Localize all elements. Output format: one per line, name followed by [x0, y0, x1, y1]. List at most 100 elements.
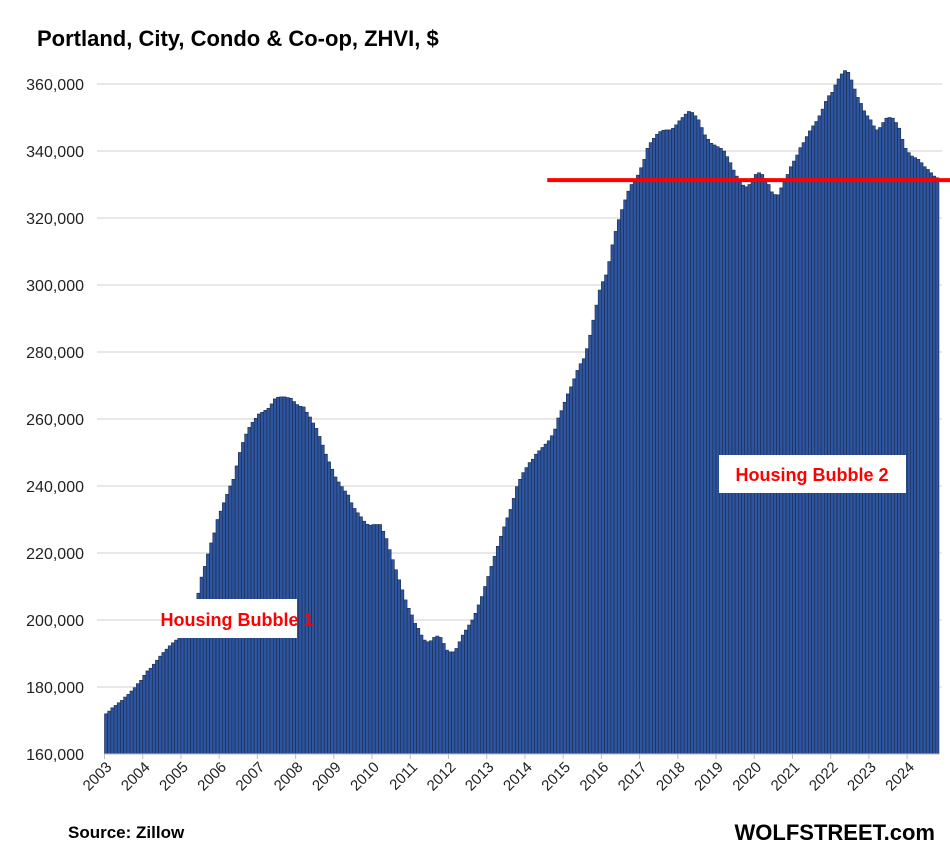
bar: [448, 651, 452, 755]
bar: [922, 166, 927, 755]
bar: [266, 407, 271, 755]
x-tick-label: 2023: [844, 759, 880, 795]
bar: [671, 127, 675, 755]
bar: [116, 702, 121, 755]
bar: [613, 231, 618, 755]
bar: [155, 659, 159, 755]
bar: [148, 667, 153, 755]
bar: [804, 136, 809, 755]
bar: [304, 411, 309, 755]
bar: [610, 244, 615, 755]
bar: [167, 645, 172, 755]
x-tick-label: 2008: [271, 759, 307, 795]
bar: [559, 410, 564, 755]
bar: [661, 129, 666, 755]
bar: [910, 155, 914, 755]
y-tick-label: 280,000: [26, 345, 84, 362]
bar: [878, 127, 882, 755]
bar: [416, 628, 421, 755]
bar: [852, 88, 857, 755]
bar: [597, 289, 602, 755]
x-tick-label: 2015: [538, 759, 574, 795]
bar: [298, 405, 303, 755]
bar: [336, 481, 341, 755]
bar: [349, 502, 354, 755]
bar: [839, 73, 844, 755]
bar: [438, 637, 443, 755]
bar: [371, 524, 376, 755]
bar: [897, 127, 902, 755]
bar: [521, 472, 526, 755]
bar: [413, 623, 417, 755]
bar: [247, 427, 252, 755]
bar: [451, 651, 456, 755]
bar: [572, 378, 577, 755]
bar: [151, 663, 156, 755]
bar: [314, 428, 319, 755]
x-tick-label: 2021: [768, 759, 804, 795]
bar: [104, 713, 108, 755]
bar: [929, 172, 933, 755]
bar: [164, 648, 169, 755]
bar: [180, 636, 185, 755]
bar: [884, 117, 889, 755]
y-tick-label: 160,000: [26, 747, 84, 764]
bar: [658, 131, 663, 755]
annotation-housing-bubble-1: Housing Bubble 1: [161, 599, 314, 638]
bar: [355, 512, 360, 755]
bar: [664, 129, 669, 755]
bar: [811, 125, 816, 755]
bar: [476, 604, 481, 755]
y-tick-label: 200,000: [26, 613, 84, 630]
x-tick-label: 2016: [577, 759, 613, 795]
bar: [550, 435, 554, 755]
bar: [515, 486, 519, 755]
y-tick-label: 300,000: [26, 278, 84, 295]
bar: [390, 559, 395, 755]
bar: [524, 467, 529, 755]
bar: [553, 428, 558, 755]
bars: [104, 70, 940, 755]
bar: [288, 397, 293, 755]
bar: [578, 363, 583, 755]
bar: [276, 396, 280, 755]
bar: [422, 639, 427, 755]
bar: [843, 70, 847, 755]
bar: [808, 130, 812, 755]
bar: [295, 404, 300, 755]
bar: [470, 619, 475, 755]
bar: [712, 144, 717, 755]
bar: [489, 566, 494, 755]
bar: [569, 386, 573, 755]
bar: [333, 476, 338, 755]
bar: [206, 553, 210, 755]
bar: [683, 113, 688, 755]
bar: [177, 638, 182, 755]
bar: [368, 524, 373, 755]
bar: [709, 142, 714, 755]
bar: [406, 607, 411, 755]
bar: [301, 406, 306, 755]
bar: [384, 538, 389, 755]
x-tick-label: 2024: [882, 759, 918, 795]
bar: [311, 422, 316, 755]
annotation-text: Housing Bubble 2: [736, 465, 889, 485]
bar: [429, 640, 433, 755]
bar: [495, 545, 500, 755]
bar: [581, 358, 586, 755]
bar: [601, 281, 605, 755]
bar: [903, 148, 908, 755]
y-tick-label: 220,000: [26, 546, 84, 563]
bar: [473, 612, 478, 755]
bar: [935, 177, 940, 755]
bar: [890, 117, 895, 755]
annotation-box: [177, 599, 297, 638]
bar: [585, 348, 589, 755]
bar: [425, 641, 430, 755]
bar: [556, 417, 561, 755]
bar: [435, 635, 440, 755]
bar: [868, 119, 873, 755]
bar: [190, 629, 194, 755]
bar: [158, 655, 163, 755]
bar: [680, 117, 685, 755]
